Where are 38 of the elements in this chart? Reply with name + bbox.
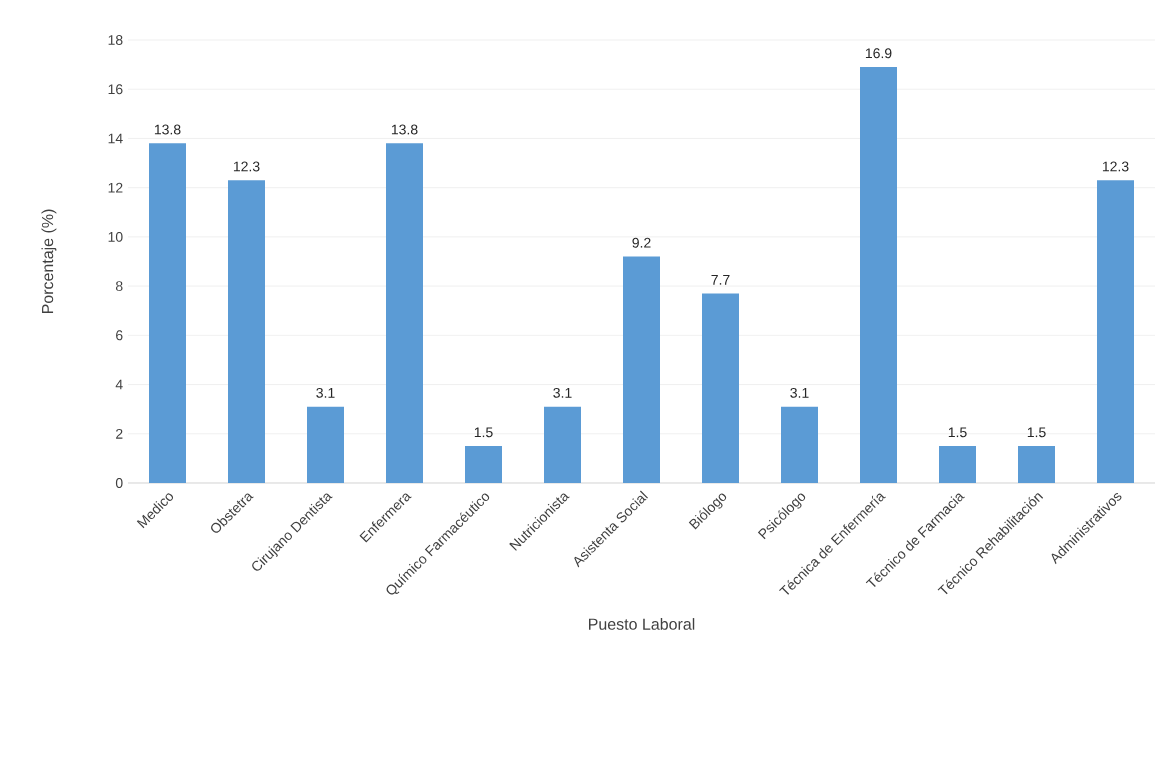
data-label: 7.7 bbox=[711, 275, 730, 285]
y-axis-title: Porcentaje (%) bbox=[41, 209, 57, 314]
data-label: 12.3 bbox=[1102, 161, 1129, 172]
bar bbox=[1097, 180, 1134, 483]
y-tick-label: 4 bbox=[115, 379, 123, 390]
data-label: 16.9 bbox=[865, 48, 892, 59]
bar bbox=[307, 406, 344, 483]
data-label: 9.2 bbox=[632, 237, 651, 248]
y-tick-label: 2 bbox=[116, 428, 123, 439]
x-axis-title: Puesto Laboral bbox=[589, 618, 695, 630]
bar bbox=[623, 256, 660, 483]
bar bbox=[228, 180, 265, 483]
bar bbox=[860, 67, 897, 483]
data-label: 3.1 bbox=[316, 387, 335, 398]
bar bbox=[544, 406, 581, 483]
bar bbox=[939, 446, 976, 483]
data-label: 13.8 bbox=[154, 124, 181, 135]
y-tick-label: 0 bbox=[115, 478, 123, 488]
y-tick-label: 16 bbox=[108, 84, 123, 95]
y-tick-label: 6 bbox=[116, 330, 123, 341]
data-label: 3.1 bbox=[790, 387, 809, 398]
y-tick-label: 8 bbox=[115, 281, 123, 292]
y-tick-label: 12 bbox=[108, 182, 123, 193]
y-tick-label: 18 bbox=[108, 35, 123, 45]
data-label: 1.5 bbox=[1027, 427, 1046, 438]
bar bbox=[1018, 446, 1055, 483]
data-label: 1.5 bbox=[948, 427, 967, 438]
data-label: 12.3 bbox=[233, 161, 260, 172]
bar bbox=[149, 143, 186, 483]
y-tick-label: 10 bbox=[108, 231, 123, 242]
bar bbox=[386, 143, 423, 483]
data-label: 13.8 bbox=[391, 124, 418, 135]
y-tick-label: 14 bbox=[108, 133, 123, 144]
bar bbox=[781, 406, 818, 483]
bar bbox=[702, 293, 739, 483]
data-label: 3.1 bbox=[553, 387, 572, 398]
bar bbox=[465, 446, 502, 483]
data-label: 1.5 bbox=[474, 427, 493, 438]
